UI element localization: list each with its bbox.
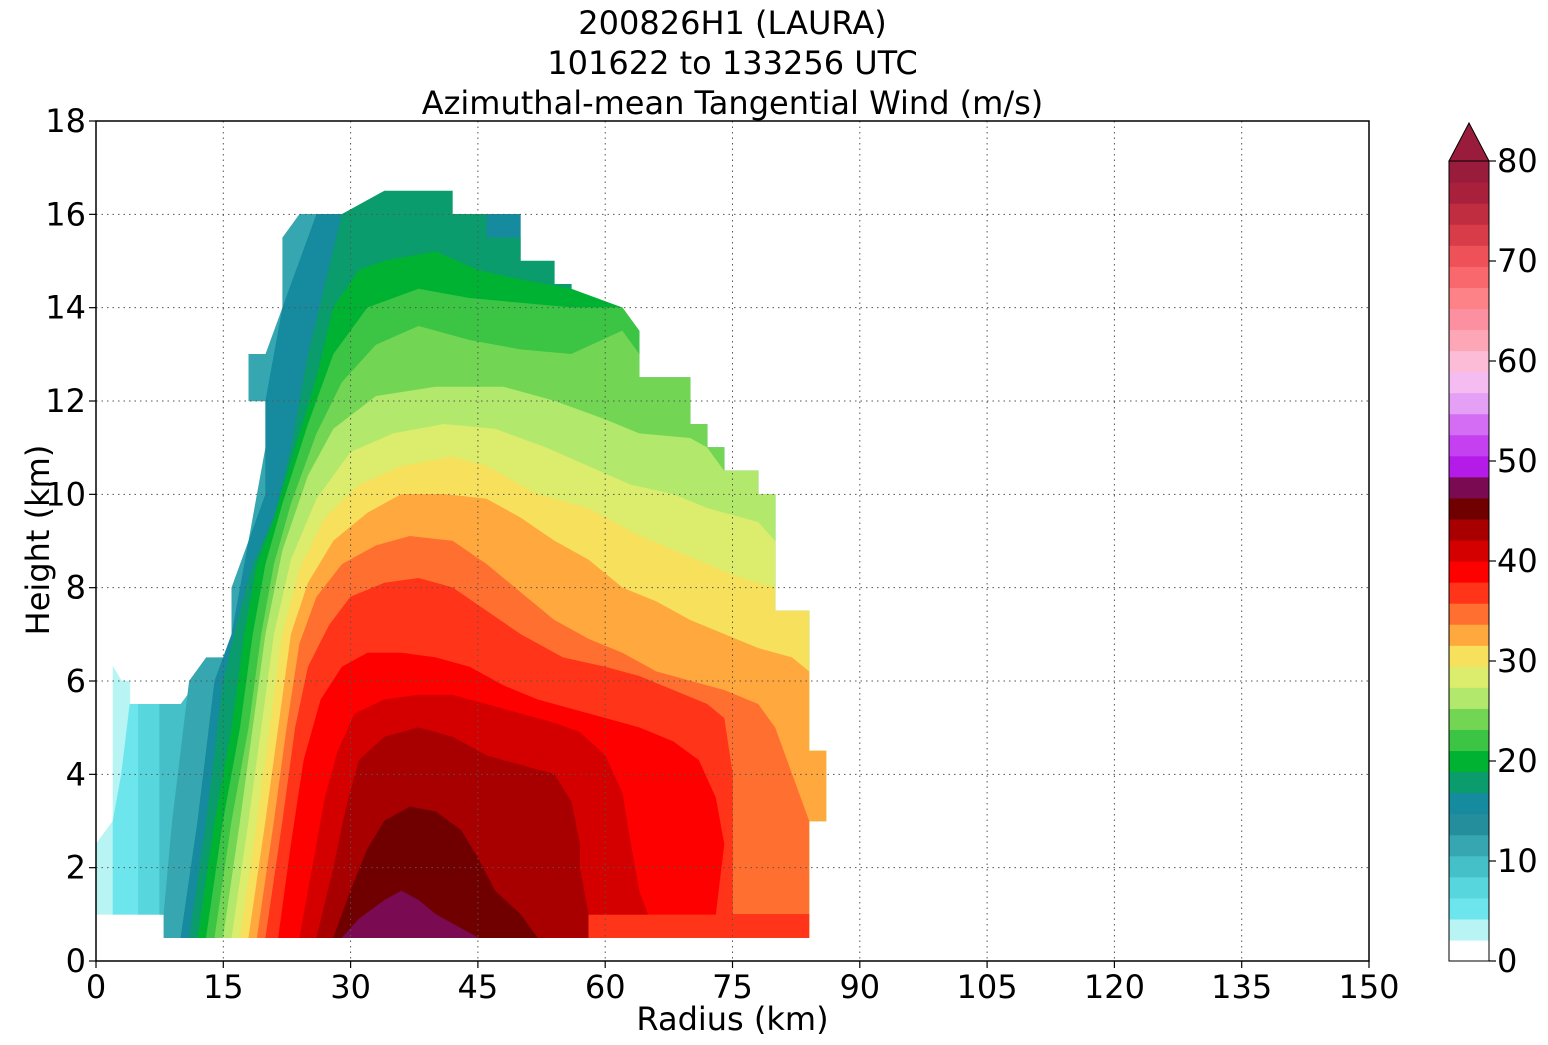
colorbar-tick-label-8: 80 (1497, 142, 1538, 180)
y-tick-label-3: 6 (66, 662, 86, 700)
colorbar-band-35 (1449, 203, 1489, 225)
chart-title-line-2: 101622 to 133256 UTC (547, 44, 918, 82)
y-tick-label-5: 10 (45, 475, 86, 513)
y-tick-label-8: 16 (45, 195, 86, 233)
colorbar-band-21 (1449, 497, 1489, 520)
y-tick-label-9: 18 (45, 102, 86, 140)
chart-title-line-1: 200826H1 (LAURA) (578, 4, 887, 42)
colorbar-band-26 (1449, 392, 1489, 415)
x-tick-label-10: 150 (1338, 968, 1399, 1006)
colorbar-band-3 (1449, 876, 1489, 899)
colorbar-band-6 (1449, 813, 1489, 836)
y-tick-label-6: 12 (45, 382, 86, 420)
colorbar-band-2 (1449, 897, 1489, 920)
x-tick-label-7: 105 (957, 968, 1018, 1006)
colorbar-band-4 (1449, 855, 1489, 878)
chart-title-line-3: Azimuthal-mean Tangential Wind (m/s) (421, 84, 1044, 122)
y-tick-label-4: 8 (66, 569, 86, 607)
colorbar-band-0 (1449, 939, 1489, 962)
x-tick-label-4: 60 (585, 968, 626, 1006)
x-tick-label-3: 45 (458, 968, 499, 1006)
colorbar-band-5 (1449, 834, 1489, 857)
colorbar-band-37 (1449, 161, 1489, 183)
y-tick-label-1: 2 (66, 849, 86, 887)
colorbar-band-7 (1449, 792, 1489, 815)
colorbar-tick-label-3: 30 (1497, 642, 1538, 680)
colorbar-band-19 (1449, 539, 1489, 562)
colorbar-tick-label-1: 10 (1497, 842, 1538, 880)
colorbar-band-32 (1449, 266, 1489, 288)
colorbar-band-33 (1449, 245, 1489, 267)
colorbar-band-31 (1449, 287, 1489, 309)
colorbar-band-30 (1449, 308, 1489, 331)
colorbar-band-12 (1449, 687, 1489, 709)
x-tick-label-2: 30 (330, 968, 371, 1006)
colorbar-band-14 (1449, 645, 1489, 667)
colorbar-band-17 (1449, 582, 1489, 604)
y-axis-label: Height (km) (19, 444, 57, 636)
x-tick-label-9: 135 (1211, 968, 1272, 1006)
contour-band-20 (341, 890, 479, 939)
colorbar-band-9 (1449, 750, 1489, 773)
colorbar-band-16 (1449, 603, 1489, 625)
colorbar-band-15 (1449, 624, 1489, 646)
colorbar-tick-label-7: 70 (1497, 242, 1538, 280)
colorbar-tick-label-0: 0 (1497, 942, 1517, 980)
colorbar-band-24 (1449, 434, 1489, 457)
x-tick-label-5: 75 (712, 968, 753, 1006)
y-tick-label-2: 4 (66, 755, 86, 793)
colorbar-band-34 (1449, 224, 1489, 246)
colorbar-band-1 (1449, 918, 1489, 941)
colorbar-band-8 (1449, 771, 1489, 794)
colorbar-band-29 (1449, 329, 1489, 352)
colorbar-band-10 (1449, 729, 1489, 752)
colorbar-tick-label-2: 20 (1497, 742, 1538, 780)
colorbar-band-22 (1449, 476, 1489, 499)
colorbar-band-11 (1449, 708, 1489, 731)
colorbar-band-13 (1449, 666, 1489, 688)
x-tick-label-6: 90 (839, 968, 880, 1006)
x-tick-label-1: 15 (203, 968, 244, 1006)
x-axis-label: Radius (km) (636, 1000, 829, 1038)
contour-group (96, 190, 827, 939)
colorbar-band-28 (1449, 350, 1489, 373)
colorbar-band-27 (1449, 371, 1489, 394)
colorbar-tick-label-5: 50 (1497, 442, 1538, 480)
colorbar-band-20 (1449, 518, 1489, 541)
x-tick-label-8: 120 (1084, 968, 1145, 1006)
colorbar-extend-arrow (1448, 121, 1490, 162)
y-tick-label-7: 14 (45, 289, 86, 327)
x-tick-label-0: 0 (86, 968, 106, 1006)
y-tick-label-0: 0 (66, 942, 86, 980)
colorbar-band-18 (1449, 561, 1489, 583)
colorbar-band-23 (1449, 455, 1489, 478)
colorbar-band-25 (1449, 413, 1489, 436)
colorbar-tick-label-6: 60 (1497, 342, 1538, 380)
colorbar-tick-label-4: 40 (1497, 542, 1538, 580)
colorbar-band-36 (1449, 182, 1489, 204)
